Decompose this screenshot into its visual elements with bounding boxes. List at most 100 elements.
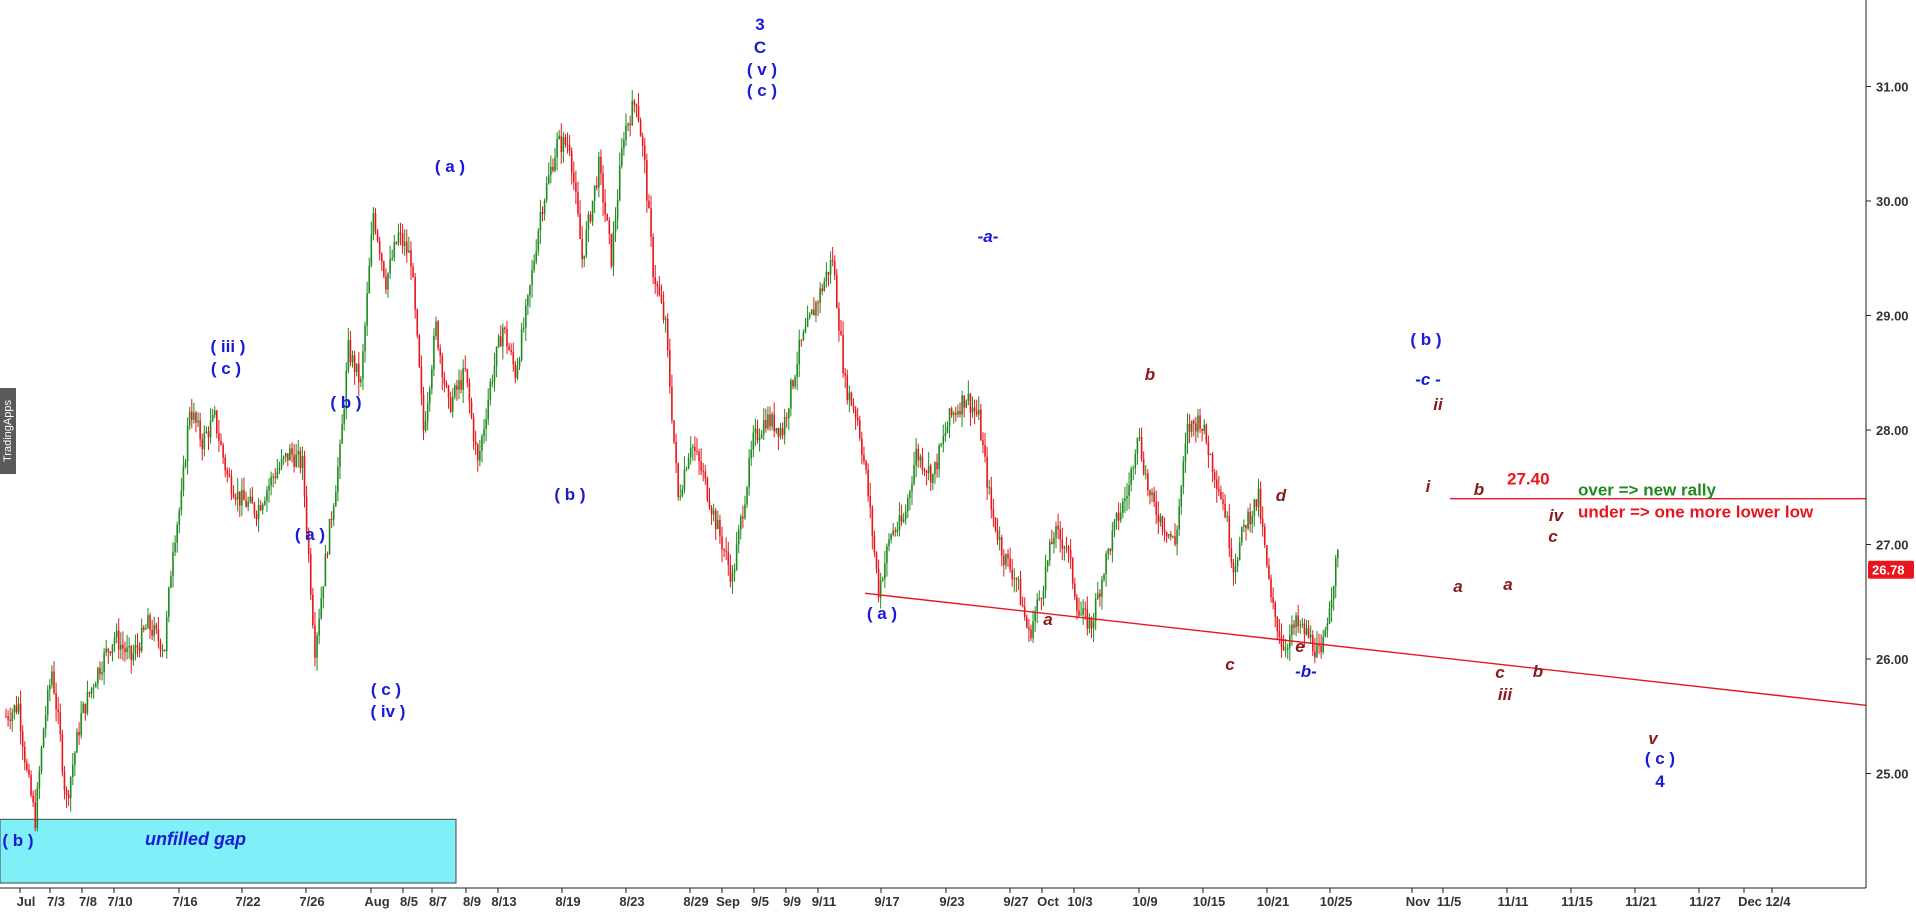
candle-body xyxy=(654,277,657,285)
candle-body xyxy=(1190,420,1193,432)
candle-body xyxy=(777,428,780,437)
candle-body xyxy=(1276,616,1279,632)
candle-body xyxy=(1218,489,1220,492)
candle-body xyxy=(94,683,97,688)
candle-body xyxy=(163,649,166,652)
candle-body xyxy=(370,235,373,266)
candle-body xyxy=(1094,598,1097,622)
candle-body xyxy=(209,420,212,438)
candle-body xyxy=(694,446,696,452)
candle-body xyxy=(529,285,531,296)
candle-body xyxy=(1172,536,1174,538)
candle-body xyxy=(1048,541,1051,561)
candle-body xyxy=(790,380,792,409)
candle-body xyxy=(798,339,801,365)
candle-body xyxy=(105,648,107,653)
candle-body xyxy=(744,504,746,519)
resistance-value: 27.40 xyxy=(1507,470,1550,489)
candle-body xyxy=(892,530,894,535)
candle-body xyxy=(662,302,665,320)
candle-body xyxy=(1259,488,1262,519)
candle-body xyxy=(1084,608,1087,610)
candle-body xyxy=(264,500,266,505)
candle-body xyxy=(1316,644,1318,658)
candle-body xyxy=(1030,629,1032,639)
candle-body xyxy=(499,336,502,347)
candle-body xyxy=(902,519,905,522)
candle-body xyxy=(650,208,652,237)
candle-body xyxy=(1103,574,1105,580)
candle-body xyxy=(1109,549,1112,552)
candle-body xyxy=(435,321,437,336)
candle-body xyxy=(1326,623,1329,631)
candle-body xyxy=(756,428,759,441)
candle-body xyxy=(963,395,965,408)
candle-body xyxy=(362,351,364,379)
candle-body xyxy=(808,314,811,318)
candle-body xyxy=(950,408,953,415)
x-tick-label: 9/11 xyxy=(812,894,837,909)
candle-body xyxy=(940,444,942,446)
candle-body xyxy=(462,368,464,390)
candle-body xyxy=(589,214,592,222)
candle-body xyxy=(431,369,433,389)
candle-body xyxy=(915,448,917,466)
candle-body xyxy=(1192,420,1195,424)
candle-body xyxy=(295,454,297,467)
candle-body xyxy=(942,436,945,445)
candle-body xyxy=(890,534,892,540)
candle-body xyxy=(923,469,926,472)
candle-body xyxy=(466,369,469,383)
candle-body xyxy=(1149,490,1151,496)
candle-body xyxy=(522,327,525,329)
wave-label: ( a ) xyxy=(867,604,897,623)
candle-body xyxy=(195,412,197,423)
candle-body xyxy=(850,392,853,406)
candle-body xyxy=(896,529,899,532)
wave-label: ( b ) xyxy=(554,485,585,504)
x-tick-label: 7/26 xyxy=(299,894,324,909)
candle-body xyxy=(577,192,579,214)
candle-body xyxy=(1126,496,1128,499)
candle-body xyxy=(846,375,849,401)
candle-body xyxy=(224,457,226,471)
candle-body xyxy=(318,618,320,636)
candle-body xyxy=(1007,554,1009,559)
candle-body xyxy=(518,359,521,367)
candle-body xyxy=(1272,597,1274,603)
candle-body xyxy=(40,747,43,772)
candle-body xyxy=(337,466,339,492)
x-tick-label: 7/10 xyxy=(107,894,132,909)
candle-body xyxy=(566,144,569,146)
candle-body xyxy=(1096,593,1099,599)
candle-body xyxy=(53,671,55,694)
wave-label: ( b ) xyxy=(2,831,33,850)
candle-body xyxy=(666,318,669,351)
candle-body xyxy=(633,101,636,105)
candle-body xyxy=(773,414,775,432)
candle-body xyxy=(193,412,195,420)
candle-body xyxy=(907,498,909,512)
candle-body xyxy=(101,671,103,675)
candle-body xyxy=(383,261,385,277)
candle-body xyxy=(1234,566,1237,573)
candle-body xyxy=(998,537,1001,540)
candle-body xyxy=(464,368,467,370)
candle-body xyxy=(827,271,830,275)
x-tick-label: 12/4 xyxy=(1765,894,1791,909)
candle-body xyxy=(1115,512,1118,521)
candle-body xyxy=(458,380,460,390)
candle-body xyxy=(810,309,813,315)
candle-body xyxy=(514,364,517,379)
candle-body xyxy=(176,524,178,543)
candle-body xyxy=(823,281,826,291)
candle-body xyxy=(1113,520,1116,531)
candle-body xyxy=(804,327,807,332)
candle-body xyxy=(374,213,377,232)
candle-body xyxy=(1028,627,1030,630)
candle-body xyxy=(1157,514,1160,523)
candle-body xyxy=(274,476,277,478)
candle-body xyxy=(387,273,389,290)
candle-body xyxy=(1057,525,1059,530)
candle-body xyxy=(299,450,302,469)
